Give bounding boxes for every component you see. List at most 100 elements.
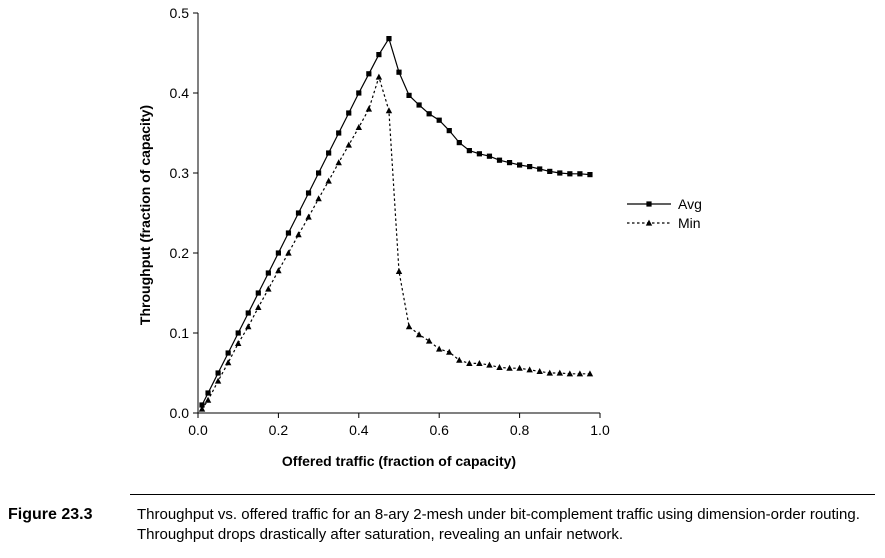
data-point-min — [224, 359, 232, 366]
throughput-chart: 0.0 0.2 0.4 0.6 0.8 1.0 0.0 0.1 0.2 0.3 0.4 0.5 Off… — [137, 5, 702, 469]
data-point-avg — [305, 190, 312, 196]
data-point-avg — [386, 36, 392, 42]
x-tick-label: 0.8 — [510, 422, 530, 438]
y-tick-label: 0.1 — [170, 325, 190, 341]
data-point-avg — [205, 390, 211, 396]
data-point-avg — [326, 150, 332, 156]
data-point-avg — [567, 171, 573, 177]
data-point-min — [375, 73, 383, 80]
data-point-min — [516, 364, 523, 371]
data-point-avg — [436, 117, 442, 123]
data-point-avg — [336, 130, 342, 136]
y-axis-title: Throughput (fraction of capacity) — [137, 105, 153, 325]
x-axis-title: Offered traffic (fraction of capacity) — [282, 453, 516, 469]
data-point-avg — [426, 111, 432, 117]
data-point-avg — [547, 168, 553, 174]
data-point-avg — [517, 162, 523, 168]
data-point-min — [405, 323, 413, 330]
data-point-min — [255, 304, 262, 310]
x-tick-label: 0.2 — [269, 422, 289, 438]
data-point-avg — [406, 92, 412, 98]
y-tick-label: 0.4 — [170, 85, 190, 101]
data-point-min — [415, 331, 423, 338]
data-point-min — [265, 285, 272, 292]
data-point-avg — [476, 151, 482, 157]
data-point-avg — [486, 153, 493, 159]
data-point-avg — [396, 69, 402, 75]
data-point-min — [496, 364, 503, 370]
data-point-avg — [376, 52, 382, 58]
x-tick-label: 1.0 — [590, 422, 610, 438]
caption-divider — [130, 494, 875, 495]
legend-label: Min — [678, 215, 701, 231]
data-point-avg — [316, 170, 322, 176]
data-point-min — [204, 396, 212, 403]
x-tick-label: 0.0 — [188, 422, 208, 438]
data-point-min — [385, 107, 393, 114]
data-point-min — [305, 213, 312, 220]
data-point-min — [526, 366, 533, 373]
data-point-avg — [356, 90, 362, 96]
data-point-min — [486, 361, 493, 368]
data-point-avg — [199, 402, 205, 408]
data-point-min — [198, 405, 206, 412]
data-point-avg — [537, 166, 543, 172]
data-point-min — [546, 369, 553, 376]
data-point-avg — [446, 128, 452, 134]
data-point-min — [295, 231, 302, 238]
data-point-min — [425, 337, 433, 344]
figure-label: Figure 23.3 — [8, 506, 93, 523]
chart-axes — [197, 13, 600, 414]
data-point-avg — [285, 230, 292, 236]
data-point-min — [285, 249, 292, 256]
y-tick-label: 0.5 — [170, 5, 190, 21]
legend-label: Avg — [678, 196, 702, 212]
data-point-min — [456, 356, 463, 363]
data-point-avg — [557, 170, 563, 176]
data-point-avg — [506, 160, 513, 166]
data-point-min — [245, 323, 252, 330]
y-tick-label: 0.0 — [170, 405, 190, 421]
data-point-min — [315, 195, 322, 202]
data-point-min — [335, 159, 342, 166]
data-point-avg — [527, 164, 533, 170]
legend-item-avg: Avg — [627, 196, 702, 212]
data-point-min — [466, 360, 473, 366]
data-point-min — [275, 267, 282, 274]
series-line-min — [201, 74, 590, 410]
data-point-min — [476, 360, 483, 366]
series-line-avg — [201, 37, 591, 406]
data-point-avg — [265, 270, 271, 276]
data-point-avg — [587, 172, 593, 178]
data-point-avg — [346, 110, 352, 116]
series-min — [198, 73, 594, 412]
data-point-min — [395, 268, 403, 274]
data-point-avg — [496, 157, 503, 163]
data-point-avg — [366, 71, 372, 77]
chart-series — [198, 36, 594, 412]
data-point-avg — [215, 370, 221, 376]
series-avg — [199, 36, 593, 408]
data-point-min — [446, 348, 453, 355]
data-point-min — [345, 141, 352, 148]
data-point-avg — [245, 310, 251, 316]
data-point-min — [436, 345, 443, 352]
data-point-min — [556, 369, 563, 376]
data-point-min — [325, 177, 332, 184]
figure-caption-text: Throughput vs. offered traffic for an 8-… — [137, 506, 860, 543]
y-tick-label: 0.3 — [170, 165, 190, 181]
data-point-min — [566, 370, 574, 377]
data-point-avg — [235, 330, 241, 336]
x-tick-label: 0.6 — [429, 422, 449, 438]
data-point-min — [586, 370, 594, 377]
data-point-avg — [416, 102, 422, 108]
data-point-avg — [295, 210, 302, 216]
legend-item-min: Min — [627, 215, 701, 231]
data-point-avg — [225, 350, 231, 356]
data-point-min — [365, 105, 373, 112]
data-point-min — [355, 124, 362, 130]
legend-marker — [646, 201, 652, 207]
x-tick-label: 0.4 — [349, 422, 369, 438]
data-point-avg — [255, 290, 261, 296]
data-point-min — [235, 340, 242, 346]
